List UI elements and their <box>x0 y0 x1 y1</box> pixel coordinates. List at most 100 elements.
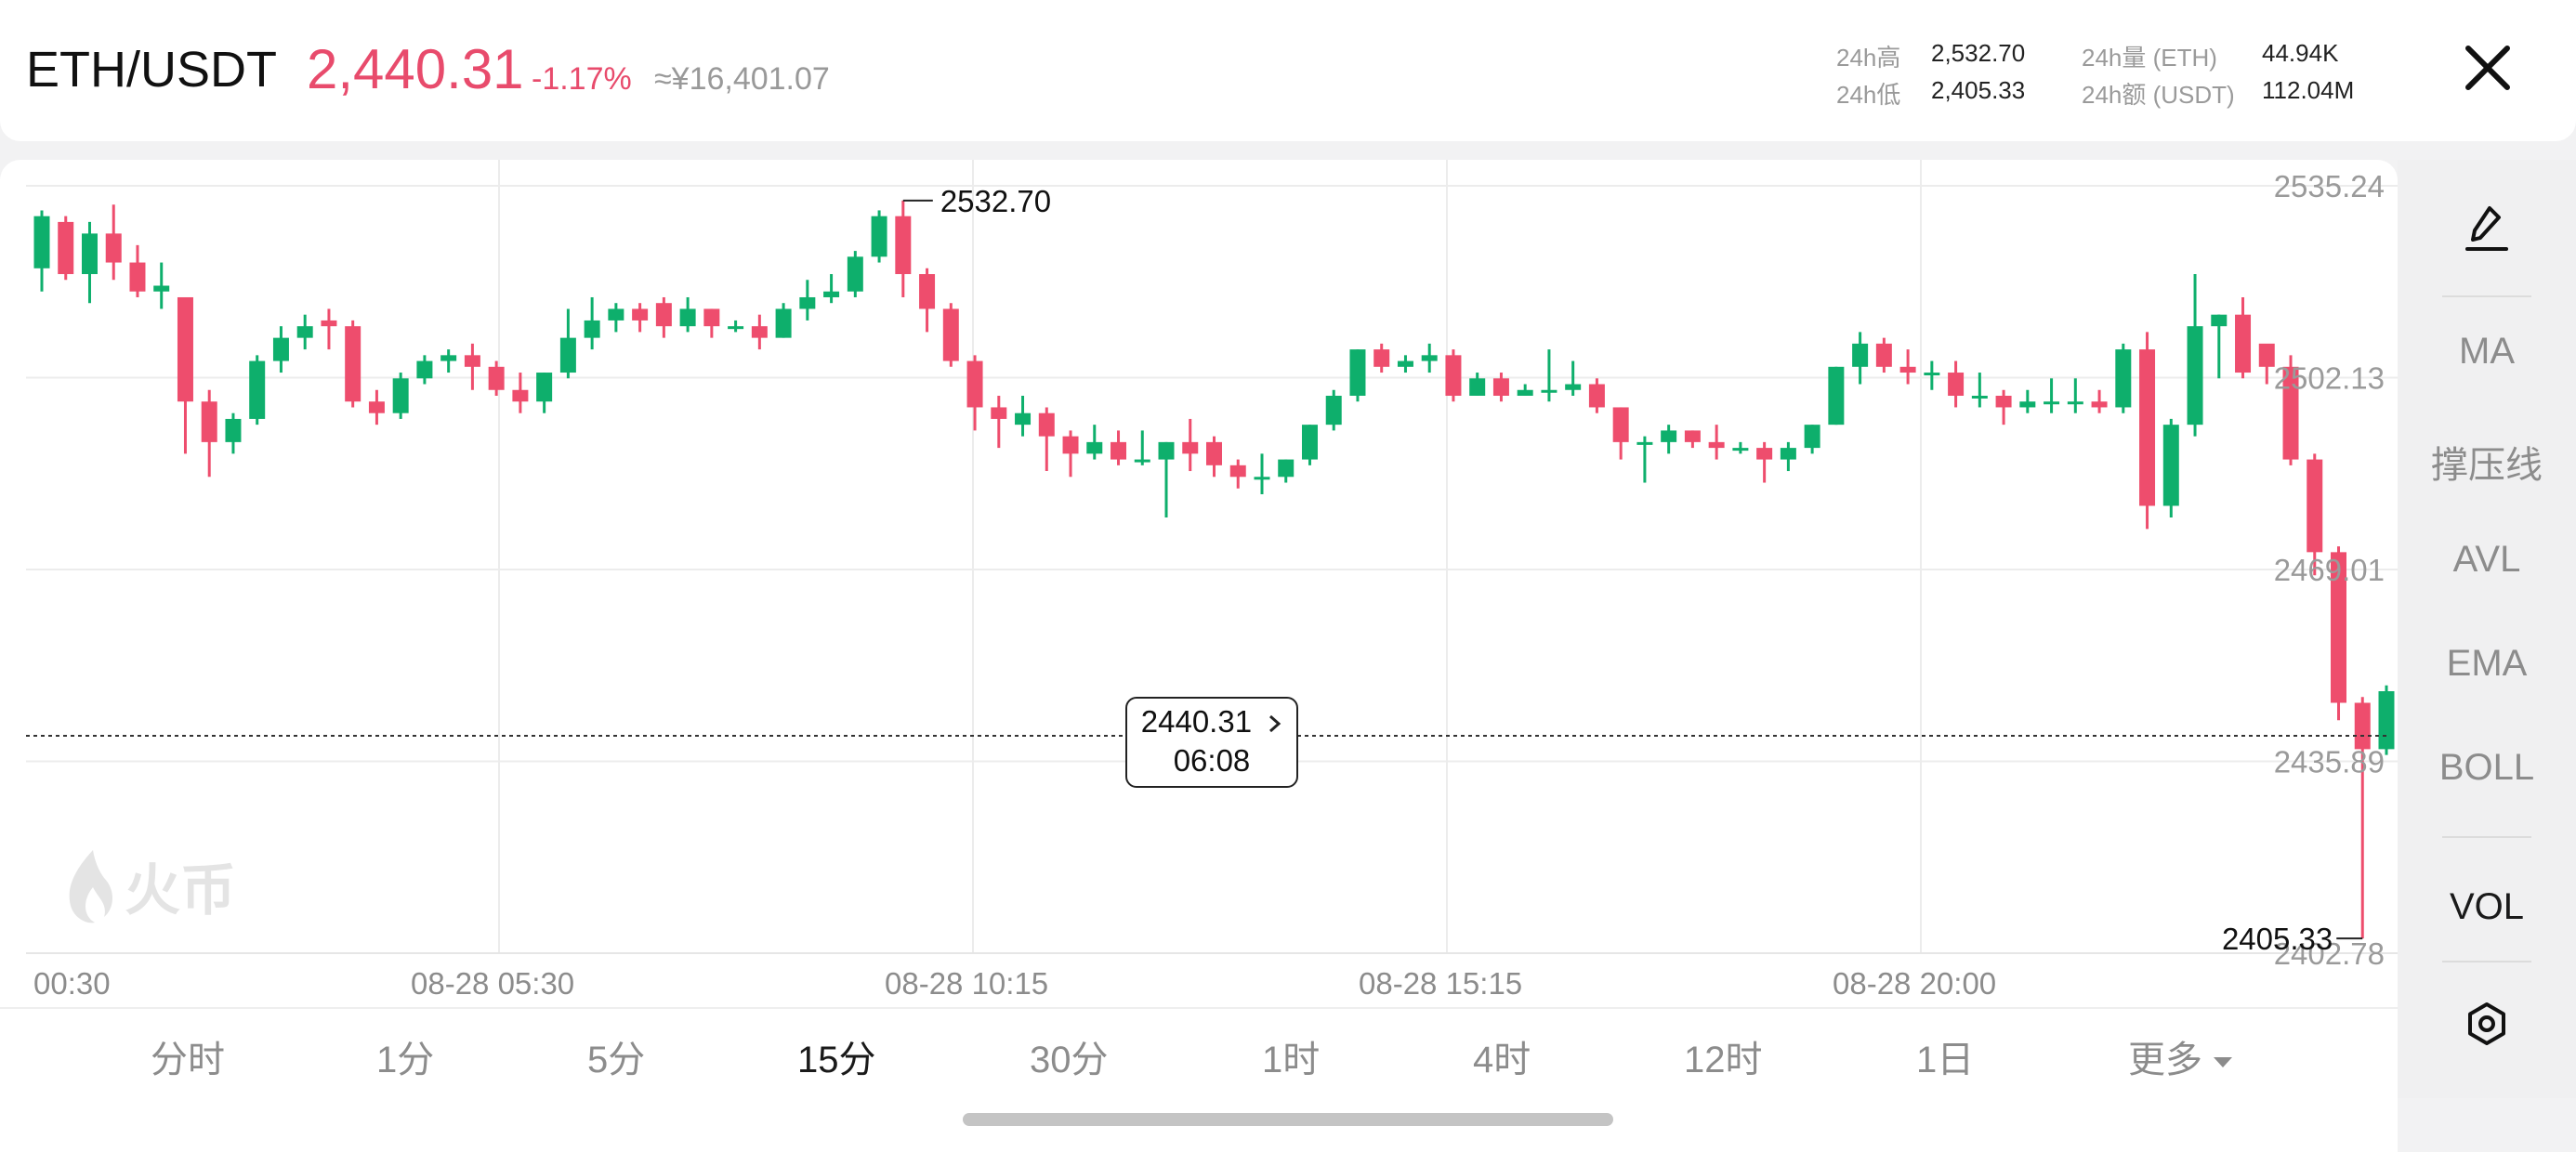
candle-body <box>2044 401 2060 405</box>
candle-body <box>919 274 936 309</box>
tab-more[interactable]: 更多 <box>2128 1029 2232 1083</box>
amount-24h-label: 24h额 (USDT) <box>2082 81 2235 109</box>
candle-body <box>2162 425 2179 506</box>
candle-body <box>2115 349 2132 408</box>
tab-more-label: 更多 <box>2128 1040 2202 1080</box>
volume-24h-label: 24h量 (ETH) <box>2082 44 2217 72</box>
volume-24h-value: 44.94K <box>2262 39 2339 67</box>
candle-body <box>1899 366 1916 373</box>
candle-body <box>1015 412 1032 425</box>
draw-tool-button[interactable] <box>2398 203 2576 264</box>
indicator-vol[interactable]: VOL <box>2449 886 2525 927</box>
chart-settings-button[interactable] <box>2398 1001 2576 1055</box>
tab-1m[interactable]: 1分 <box>376 1040 435 1080</box>
candle-body <box>1828 366 1845 425</box>
tab-15m[interactable]: 15分 <box>797 1040 876 1080</box>
divider <box>2442 836 2531 838</box>
close-button[interactable] <box>2459 39 2517 97</box>
candle-body <box>1349 349 1366 396</box>
candle-body <box>2187 326 2203 425</box>
price-cny: ≈¥16,401.07 <box>654 61 830 97</box>
candle-body <box>608 308 624 321</box>
candle-body <box>1780 448 1796 460</box>
tab-1h[interactable]: 1时 <box>1262 1040 1321 1080</box>
candle-body <box>1182 441 1199 454</box>
candle-body <box>1206 441 1222 465</box>
tab-1d[interactable]: 1日 <box>1916 1040 1975 1080</box>
candle-body <box>1111 441 1127 460</box>
candle-body <box>129 262 146 292</box>
candle-body <box>703 308 720 327</box>
candle-body <box>1445 355 1462 396</box>
candle-body <box>2067 401 2083 405</box>
candle-body <box>2378 691 2395 750</box>
candle-body <box>249 360 266 419</box>
high-24h-value: 2,532.70 <box>1931 39 2026 67</box>
tab-5m[interactable]: 5分 <box>587 1040 646 1080</box>
candle-body <box>464 355 480 367</box>
candle-body <box>512 389 529 402</box>
candle-body <box>2139 349 2156 506</box>
candle-body <box>1541 389 1557 393</box>
candle-body <box>2019 401 2036 408</box>
candle-body <box>177 296 193 402</box>
candle-body <box>392 378 409 413</box>
price-change-percent: -1.17% <box>532 61 632 97</box>
x-tick-label: 08-28 05:30 <box>411 966 574 1001</box>
candle-body <box>225 418 242 442</box>
candle-body <box>1971 395 1988 399</box>
tooltip-time: 06:08 <box>1173 743 1251 778</box>
indicator-avl[interactable]: AVL <box>2452 539 2521 580</box>
candle-body <box>1325 395 1342 425</box>
candle-body <box>1086 441 1103 454</box>
y-tick-label: 2435.89 <box>2274 745 2385 779</box>
tab-4h[interactable]: 4时 <box>1473 1040 1531 1080</box>
candle-body <box>81 233 98 275</box>
candle-body <box>1229 465 1246 478</box>
ticker-header: ETH/USDT 2,440.31 -1.17% ≈¥16,401.07 24h… <box>0 0 2576 141</box>
chevron-right-icon <box>1269 714 1281 733</box>
candle-body <box>345 326 361 402</box>
candle-body <box>1517 389 1533 396</box>
candle-body <box>368 401 385 413</box>
last-price-tooltip[interactable]: 2440.31 06:08 <box>1125 697 1298 788</box>
candle-body <box>201 401 217 442</box>
tab-timeline[interactable]: 分时 <box>151 1040 225 1080</box>
candle-body <box>966 360 983 408</box>
low-price-marker: 2405.33 <box>2222 922 2333 956</box>
candle-body <box>1158 441 1175 460</box>
tab-30m[interactable]: 30分 <box>1030 1040 1109 1080</box>
candle-body <box>321 320 337 327</box>
candle-body <box>2307 459 2323 553</box>
indicator-ema[interactable]: EMA <box>2446 643 2528 684</box>
candle-body <box>895 216 912 275</box>
candle-body <box>1684 430 1701 442</box>
watermark-text: 火币 <box>125 859 236 922</box>
chart-panel[interactable] <box>0 160 2398 1152</box>
huobi-watermark: 火币 <box>61 845 236 926</box>
home-indicator[interactable] <box>963 1113 1613 1126</box>
indicator-support-resistance[interactable]: 撑压线 <box>2431 445 2543 486</box>
candle-body <box>2235 314 2252 373</box>
indicator-ma[interactable]: MA <box>2459 331 2515 372</box>
candle-body <box>1062 436 1079 454</box>
candle-body <box>1948 373 1965 396</box>
candle-body <box>1469 378 1486 396</box>
indicator-boll[interactable]: BOLL <box>2438 747 2535 788</box>
candle-body <box>2258 343 2275 367</box>
candle-body <box>1492 378 1509 396</box>
candle-body <box>1804 425 1820 449</box>
x-tick-label: 08-28 10:15 <box>885 966 1048 1001</box>
divider <box>2442 295 2531 297</box>
candle-body <box>440 355 457 361</box>
candle-body <box>584 320 600 338</box>
candle-body <box>1254 477 1270 480</box>
indicator-panel: MA 撑压线 AVL EMA BOLL VOL <box>2398 160 2576 1098</box>
tab-12h[interactable]: 12时 <box>1684 1040 1763 1080</box>
candle-body <box>416 360 433 379</box>
amount-24h-value: 112.04M <box>2262 76 2355 104</box>
candle-body <box>488 366 505 390</box>
candle-body <box>1612 407 1629 442</box>
candle-body <box>1756 448 1773 460</box>
candlestick-chart[interactable]: 2535.24 2502.13 2469.01 2435.89 2402.78 00:30… <box>0 160 2398 1007</box>
